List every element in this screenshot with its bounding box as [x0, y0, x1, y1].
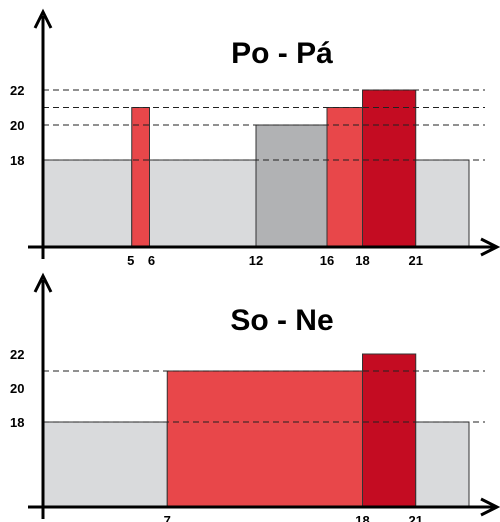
bar-0-5	[42, 159, 133, 248]
chart-weekend: 18 20 22 7 18 21 So - Ne	[10, 272, 500, 522]
y-tick-label: 18	[10, 415, 24, 430]
bar-5-6	[131, 107, 150, 248]
x-tick-label: 18	[355, 253, 369, 268]
y-tick-label: 22	[10, 347, 24, 362]
x-tick-label: 5	[127, 253, 134, 268]
x-tick-label: 16	[320, 253, 334, 268]
y-tick-label: 22	[10, 83, 24, 98]
x-axis-arrow	[480, 237, 500, 257]
chart-title: So - Ne	[230, 304, 333, 337]
bar-21-24	[415, 159, 470, 248]
x-axis-arrow	[480, 497, 500, 517]
y-tick-label: 20	[10, 381, 24, 396]
y-axis-arrow	[33, 272, 53, 293]
chart-title: Po - Pá	[231, 37, 333, 70]
chart-weekdays: 18 20 22 5 6 12 16 18 21 Po - Pá	[10, 8, 500, 268]
bar-16-18	[326, 107, 363, 248]
x-tick-label: 12	[249, 253, 263, 268]
x-tick-label: 21	[409, 253, 423, 268]
bar-12-16	[255, 124, 328, 248]
bar-7-18	[166, 370, 363, 508]
bar-21-24	[415, 421, 470, 508]
bar-6-12	[149, 159, 257, 248]
x-tick-label: 6	[148, 253, 155, 268]
y-tick-label: 18	[10, 153, 24, 168]
x-tick-label: 18	[355, 513, 369, 522]
y-tick-label: 20	[10, 118, 24, 133]
bar-18-21	[362, 89, 417, 248]
y-axis-arrow	[33, 8, 53, 29]
bar-0-7	[42, 421, 168, 508]
x-tick-label: 7	[164, 513, 171, 522]
x-tick-label: 21	[409, 513, 423, 522]
bar-18-21	[362, 353, 417, 508]
